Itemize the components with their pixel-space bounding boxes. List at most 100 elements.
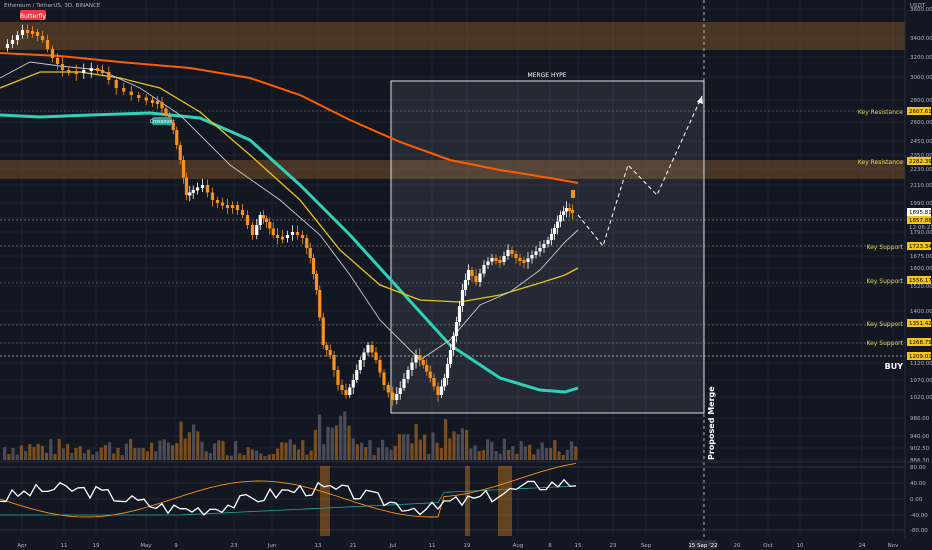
candle xyxy=(220,202,225,206)
y-tick-label: 3200.00 xyxy=(910,55,932,61)
candle xyxy=(235,205,240,210)
oscillator-highlight xyxy=(320,466,330,536)
candle xyxy=(210,192,215,200)
volume-bar xyxy=(196,431,200,460)
candle xyxy=(191,190,195,193)
volume-bar xyxy=(28,444,32,460)
candle xyxy=(82,70,86,73)
volume-bar xyxy=(187,432,191,460)
volume-bar xyxy=(368,440,372,460)
ma-white-line xyxy=(0,61,579,361)
candle xyxy=(370,345,374,353)
candle xyxy=(454,322,459,336)
volume-bar xyxy=(246,447,250,460)
volume-bar xyxy=(523,446,527,460)
volume-bar xyxy=(410,443,414,460)
volume-bar xyxy=(276,448,280,460)
volume-bar xyxy=(528,445,532,460)
candle xyxy=(114,80,118,88)
oscillator-highlight xyxy=(498,466,512,536)
volume-bar xyxy=(511,445,515,460)
volume-bar xyxy=(95,451,99,460)
candle xyxy=(89,68,93,71)
price-tag-value: 2607.61 xyxy=(909,109,932,115)
volume-bar xyxy=(234,441,238,460)
candle xyxy=(391,392,395,400)
volume-bar xyxy=(456,434,460,460)
price-tag-value: 1723.34 xyxy=(909,244,932,250)
crossover-tag xyxy=(152,117,172,125)
price-tag xyxy=(907,242,931,250)
x-tick-label: 23 xyxy=(610,543,617,549)
candle xyxy=(418,355,422,360)
volume-bar xyxy=(376,447,380,460)
volume-bar xyxy=(397,434,401,460)
candle xyxy=(410,362,414,370)
volume-bar xyxy=(137,448,141,460)
volume-bar xyxy=(66,443,70,460)
candle xyxy=(340,385,344,390)
candle xyxy=(530,255,534,259)
volume-bar xyxy=(393,445,397,460)
volume-bar xyxy=(477,451,481,460)
volume-bar xyxy=(78,446,82,460)
volume-bar xyxy=(402,434,406,460)
candle xyxy=(463,280,468,290)
volume-bar xyxy=(166,442,170,460)
volume-bar xyxy=(313,429,317,460)
candle xyxy=(378,360,382,373)
merge-hype-box xyxy=(390,80,705,414)
candle xyxy=(546,240,550,244)
candle xyxy=(300,235,305,238)
candle xyxy=(358,360,362,370)
candle xyxy=(225,205,230,208)
candle xyxy=(160,102,164,109)
volume-bar xyxy=(133,448,137,460)
volume-bar xyxy=(473,445,477,460)
volume-bar xyxy=(515,453,519,460)
x-tick-label: 19 xyxy=(93,543,100,549)
volume-bar xyxy=(40,445,44,460)
price-tag xyxy=(907,216,931,224)
volume-bar xyxy=(406,434,410,460)
volume-bar xyxy=(171,445,175,460)
volume-bar xyxy=(213,443,217,460)
volume-bar xyxy=(423,434,427,460)
candle xyxy=(564,208,569,212)
volume-bar xyxy=(124,443,128,460)
volume-bar xyxy=(318,414,322,460)
x-tick-label: Jun xyxy=(267,543,277,549)
volume-bar xyxy=(57,438,61,460)
candle xyxy=(314,274,319,290)
price-tag xyxy=(907,276,931,284)
candle xyxy=(518,258,522,261)
x-tick-label: 8 xyxy=(548,543,552,549)
volume-bar xyxy=(70,452,74,460)
candle xyxy=(308,248,312,258)
volume-bar xyxy=(326,426,330,460)
volume-bar xyxy=(330,427,334,460)
volume-bar xyxy=(570,441,574,460)
candle xyxy=(406,370,410,379)
volume-bar xyxy=(481,450,485,460)
volume-bar xyxy=(486,439,490,460)
candle xyxy=(60,64,65,70)
oscillator-highlight xyxy=(465,466,470,536)
candle xyxy=(421,360,425,365)
volume-bar xyxy=(19,445,23,460)
volume-bar xyxy=(322,444,326,460)
volume-bar xyxy=(553,440,557,460)
candle xyxy=(261,215,266,219)
volume-bar xyxy=(242,455,246,460)
volume-bar xyxy=(259,453,263,460)
volume-bar xyxy=(129,438,133,460)
volume-bar xyxy=(301,440,305,460)
candle xyxy=(20,30,25,35)
candle xyxy=(155,101,160,104)
volume-bar xyxy=(494,451,498,460)
volume-bar xyxy=(192,424,196,460)
volume-bar xyxy=(229,455,233,460)
volume-bar xyxy=(24,450,28,460)
candle xyxy=(502,256,506,262)
